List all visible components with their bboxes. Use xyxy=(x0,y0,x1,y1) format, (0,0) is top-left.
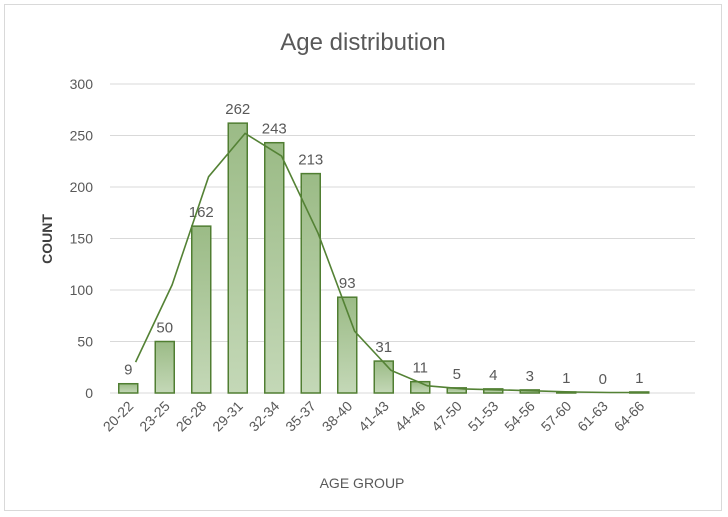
y-tick-label: 50 xyxy=(77,334,93,350)
chart-frame xyxy=(4,4,722,511)
y-tick-label: 300 xyxy=(70,76,94,92)
x-tick-label: 44-46 xyxy=(392,398,429,435)
x-tick-label: 29-31 xyxy=(209,398,246,435)
x-tick-label: 51-53 xyxy=(465,398,502,435)
y-tick-label: 200 xyxy=(70,179,94,195)
y-axis-title: COUNT xyxy=(39,214,55,264)
bar xyxy=(300,172,321,394)
data-label: 93 xyxy=(339,275,356,292)
chart-title: Age distribution xyxy=(280,29,445,56)
y-axis-ticks: 0 50 100 150 200 250 300 xyxy=(70,76,94,401)
y-tick-label: 0 xyxy=(85,385,93,401)
data-label: 5 xyxy=(453,366,461,383)
bar xyxy=(410,380,431,394)
data-label: 3 xyxy=(526,368,534,385)
x-tick-label: 54-56 xyxy=(501,398,538,435)
trend-line xyxy=(134,132,647,394)
data-label: 243 xyxy=(262,121,287,138)
data-label: 50 xyxy=(156,320,173,337)
data-label: 31 xyxy=(375,339,392,356)
data-label: 162 xyxy=(189,204,214,221)
trend-line-series xyxy=(134,132,647,394)
data-label: 1 xyxy=(562,370,570,387)
bar xyxy=(227,122,248,394)
bar xyxy=(154,340,175,394)
x-tick-label: 38-40 xyxy=(319,398,356,435)
x-tick-label: 26-28 xyxy=(173,398,210,435)
x-tick-label: 61-63 xyxy=(574,398,611,435)
bar xyxy=(191,225,212,394)
data-label: 0 xyxy=(599,371,607,388)
y-tick-label: 100 xyxy=(70,282,94,298)
bar-series xyxy=(118,122,650,394)
x-axis-title: AGE GROUP xyxy=(320,475,405,491)
x-tick-label: 20-22 xyxy=(100,398,137,435)
bar xyxy=(118,382,139,394)
bar xyxy=(483,388,504,394)
bar xyxy=(373,360,394,394)
x-tick-label: 64-66 xyxy=(611,398,648,435)
bar xyxy=(264,141,285,394)
data-label: 262 xyxy=(225,101,250,118)
x-tick-label: 41-43 xyxy=(355,398,392,435)
x-tick-label: 57-60 xyxy=(538,398,575,435)
y-tick-label: 150 xyxy=(70,231,94,247)
data-label: 213 xyxy=(298,152,323,169)
bar xyxy=(337,296,358,394)
x-tick-label: 35-37 xyxy=(282,398,319,435)
data-label: 1 xyxy=(635,370,643,387)
x-tick-label: 32-34 xyxy=(246,398,283,435)
x-tick-label: 23-25 xyxy=(136,398,173,435)
data-label: 11 xyxy=(412,360,428,377)
data-label: 4 xyxy=(489,367,497,384)
y-tick-label: 250 xyxy=(70,128,94,144)
x-tick-label: 47-50 xyxy=(428,398,465,435)
data-label: 9 xyxy=(124,362,132,379)
x-axis-ticks: 20-22 23-25 26-28 29-31 32-34 35-37 38-40 41-43… xyxy=(100,398,648,435)
